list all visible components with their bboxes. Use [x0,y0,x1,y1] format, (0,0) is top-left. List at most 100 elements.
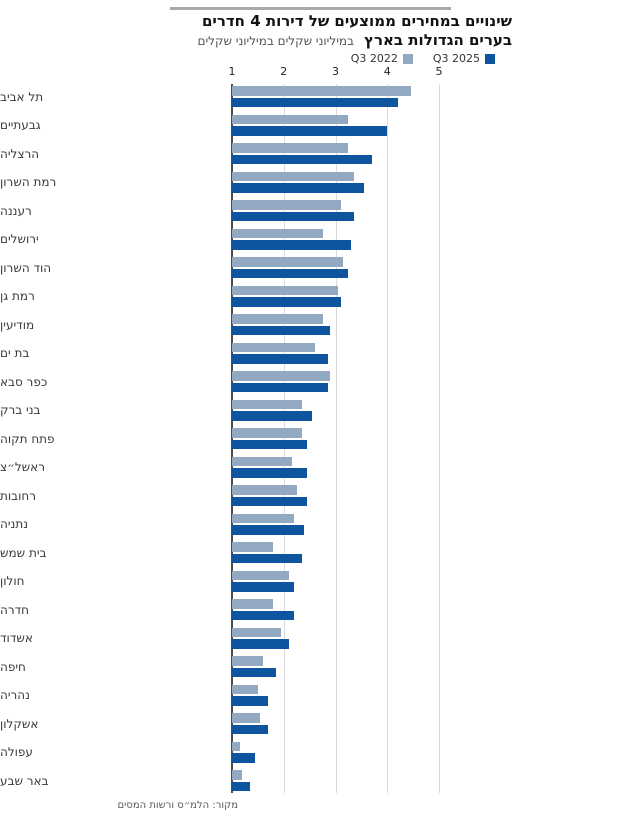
bar-q3-2022 [232,456,292,467]
city-label: עפולה [0,745,33,760]
city-label: חדרה [0,602,30,617]
bar-group [232,655,634,684]
chart-subtitle-units: במיליוני שקלים במיליוני שקלים [197,34,354,48]
gridline [387,84,389,793]
bar-q3-2025 [232,696,269,706]
bar-q3-2022 [232,86,411,96]
city-label: בת ים [0,346,30,361]
bar-q3-2022 [232,171,354,182]
y-axis-line [231,84,233,793]
bar-rows: תל אביב גבעתיים הרצליה רמת השרון רעננה ירושלי… [0,85,634,798]
bar-group [232,370,634,399]
city-label: גבעתיים [0,118,41,133]
bar-q3-2025 [232,382,328,393]
bar-q3-2022 [232,314,323,324]
chart-row: נתניה [0,513,634,542]
legend-item-q3-2022: Q3 2022 [351,52,413,65]
bar-group [232,598,634,627]
top-divider [170,7,451,10]
chart-row: ירושלים [0,228,634,257]
chart-row: רמת השרון [0,171,634,200]
bar-group [232,541,634,570]
bar-group [232,513,634,542]
chart-row: רמת גן [0,285,634,314]
bar-q3-2022 [232,684,258,695]
legend-swatch-icon-q3-2025 [485,53,495,64]
bar-q3-2022 [232,713,261,723]
bar-group [232,769,634,798]
bar-q3-2022 [232,570,289,581]
bar-q3-2022 [232,770,243,780]
city-label: אשדוד [0,631,33,646]
bar-q3-2025 [232,97,398,108]
chart-row: אשדוד [0,627,634,656]
bar-q3-2025 [232,525,305,535]
bar-q3-2025 [232,411,313,421]
bar-q3-2022 [232,285,339,296]
bar-group [232,285,634,314]
bar-q3-2022 [232,399,302,410]
chart-row: הוד השרון [0,256,634,285]
chart-row: עפולה [0,741,634,770]
city-label: הוד השרון [0,260,52,275]
chart-row: רעננה [0,199,634,228]
bar-group [232,342,634,371]
bar-q3-2022 [232,542,274,552]
bar-group [232,741,634,770]
chart-row: גבעתיים [0,114,634,143]
bar-group [232,399,634,428]
bar-q3-2025 [232,496,308,507]
city-label: ראשל״צ [0,460,45,475]
bar-q3-2025 [232,126,388,136]
bar-group [232,313,634,342]
city-label: מודיעין [0,317,35,332]
bar-q3-2025 [232,183,364,193]
bar-q3-2025 [232,297,341,307]
city-label: רמת גן [0,289,35,304]
gridline [335,84,337,793]
x-tick-label: 2 [280,65,288,78]
bar-group [232,142,634,171]
bar-q3-2025 [232,667,276,678]
bar-q3-2022 [232,656,264,666]
chart-row: הרצליה [0,142,634,171]
bar-q3-2022 [232,228,323,239]
bar-group [232,712,634,741]
chart-row: חולון [0,570,634,599]
chart-row: רחובות [0,484,634,513]
city-label: בני ברק [0,403,41,418]
city-label: ירושלים [0,232,39,247]
bar-q3-2022 [232,741,240,752]
bar-q3-2025 [232,639,289,649]
gridline [439,84,440,793]
bar-q3-2022 [232,114,349,125]
chart-subtitle-bold: בערים הגדולות בארץ [364,31,512,49]
bar-q3-2022 [232,428,302,438]
bar-q3-2025 [232,468,308,478]
city-label: בית שמש [0,545,47,560]
bar-q3-2022 [232,599,274,609]
bar-group [232,114,634,143]
bar-q3-2025 [232,240,352,250]
chart-row: ראשל״צ [0,456,634,485]
bar-group [232,684,634,713]
x-tick-label: 4 [383,65,391,78]
city-label: באר שבע [0,773,49,788]
legend-label-q3-2025: Q3 2025 [432,52,480,65]
bar-q3-2022 [232,485,297,495]
chart-row: תל אביב [0,85,634,114]
bar-q3-2022 [232,513,295,524]
chart-row: בת ים [0,342,634,371]
city-label: כפר סבא [0,374,48,389]
chart-subtitle: בערים הגדולות בארץ במיליוני שקלים במיליו… [197,30,512,51]
bar-q3-2022 [232,627,282,638]
chart-row: בני ברק [0,399,634,428]
chart-row: אשקלון [0,712,634,741]
bar-q3-2025 [232,582,295,592]
city-label: נתניה [0,517,29,532]
chart-row: באר שבע [0,769,634,798]
x-tick-label: 5 [435,65,443,78]
bar-group [232,456,634,485]
